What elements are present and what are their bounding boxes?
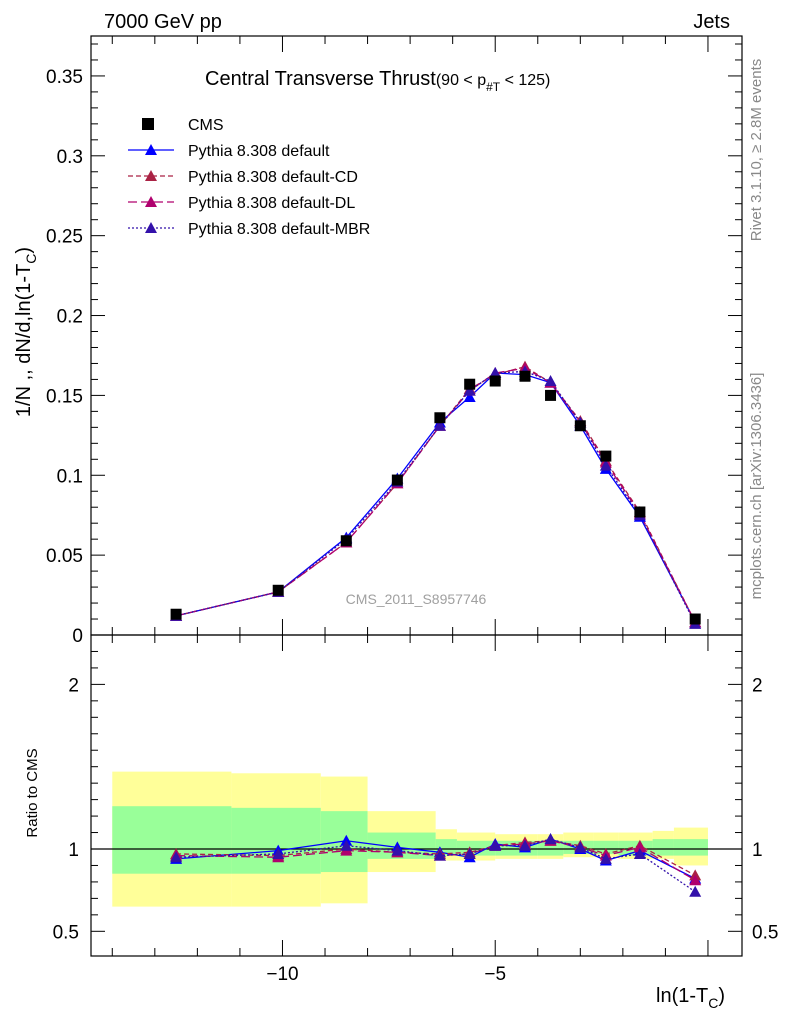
ratio-point <box>489 839 502 851</box>
series-point <box>489 367 502 379</box>
data-point <box>600 450 612 462</box>
ratio-point <box>340 839 353 851</box>
ratio-lines <box>170 833 702 897</box>
ratio-point <box>433 849 446 861</box>
legend-label: Pythia 8.308 default-CD <box>188 169 358 186</box>
ratio-point <box>544 833 557 845</box>
ratio-y-label: Ratio to CMS <box>24 748 41 837</box>
ratio-panel-frame <box>90 634 743 957</box>
ratio-y-tick-label-right: 0.5 <box>752 922 778 943</box>
data-point <box>545 389 557 401</box>
series-point <box>433 419 446 431</box>
ratio-point <box>633 847 646 859</box>
ratio-point <box>599 852 612 864</box>
legend-marker <box>142 118 154 130</box>
data-point <box>272 584 284 596</box>
legend-marker <box>145 196 157 207</box>
ratio-point <box>170 851 183 863</box>
ratio-y-tick-label: 0.5 <box>53 922 79 943</box>
ratio-point <box>689 874 702 886</box>
legend-marker <box>145 144 157 155</box>
y-tick-label: 0 <box>72 626 83 647</box>
legend-marker <box>145 222 157 233</box>
x-tick-label: −5 <box>484 964 506 985</box>
series-point <box>463 390 476 402</box>
y-axis-label: 1/N ,, dN/d,ln(1-TC) <box>13 247 39 417</box>
data-point <box>434 412 446 424</box>
x-axis-label: ln(1-TC) <box>656 985 725 1011</box>
ratio-band-green <box>673 839 708 856</box>
ratio-y-tick-label-right: 1 <box>752 840 763 861</box>
y-tick-label: 0.25 <box>46 227 83 248</box>
y-tick-label: 0.3 <box>57 147 83 168</box>
ratio-y-tick-label: 1 <box>68 840 79 861</box>
main-lines <box>170 360 702 629</box>
legend-label: CMS <box>188 117 224 134</box>
ratio-point <box>519 839 531 851</box>
y-tick-label: 0.05 <box>46 546 83 567</box>
ratio-band-green <box>537 840 564 856</box>
y-tick-label: 0.2 <box>57 307 83 328</box>
legend-label: Pythia 8.308 default-DL <box>188 195 355 212</box>
ratio-point <box>689 885 702 897</box>
ratio-point <box>633 841 646 853</box>
ratio-band-green <box>231 807 321 874</box>
mcplots-label: mcplots.cern.ch [arXiv:1306.3436] <box>748 373 765 600</box>
data-point <box>519 370 531 382</box>
data-point <box>464 378 476 390</box>
y-tick-label: 0.35 <box>46 67 83 88</box>
ratio-point <box>272 847 285 859</box>
ratio-band-green <box>652 839 674 856</box>
x-tick-label: −10 <box>266 964 298 985</box>
data-point <box>340 535 352 547</box>
header-right: Jets <box>693 11 730 33</box>
rivet-label: Rivet 3.1.10, ≥ 2.8M events <box>748 59 765 242</box>
y-tick-label: 0.15 <box>46 386 83 407</box>
data-point <box>391 474 403 486</box>
series-point <box>599 459 612 471</box>
data-point <box>689 613 701 625</box>
legend: CMS Pythia 8.308 default Pythia 8.308 defa… <box>128 117 370 238</box>
ratio-point <box>391 844 404 856</box>
series-point <box>544 375 557 387</box>
ratio-y-tick-label-right: 2 <box>752 675 763 696</box>
legend-label: Pythia 8.308 default <box>188 143 330 160</box>
header-left: 7000 GeV pp <box>104 11 222 33</box>
ratio-band-green <box>593 840 619 854</box>
y-tick-label: 0.1 <box>57 466 83 487</box>
analysis-watermark: CMS_2011_S8957746 <box>346 591 487 607</box>
axes: 0 0.05 0.1 0.15 0.2 0.25 0.3 0.35 −10 −5 0.5 0.5 1 1 2… <box>46 35 778 985</box>
series-point <box>463 384 476 396</box>
legend-label: Pythia 8.308 default-MBR <box>188 221 370 238</box>
ratio-y-tick-label: 2 <box>68 675 79 696</box>
data-point <box>170 608 182 620</box>
data-point <box>634 506 646 518</box>
chart-title: Central Transverse Thrust(90 < p#T < 125… <box>205 68 550 94</box>
ratio-point <box>463 847 476 859</box>
data-point <box>489 375 501 387</box>
legend-marker <box>145 170 157 181</box>
data-point <box>574 420 586 432</box>
ratio-point <box>574 841 587 853</box>
